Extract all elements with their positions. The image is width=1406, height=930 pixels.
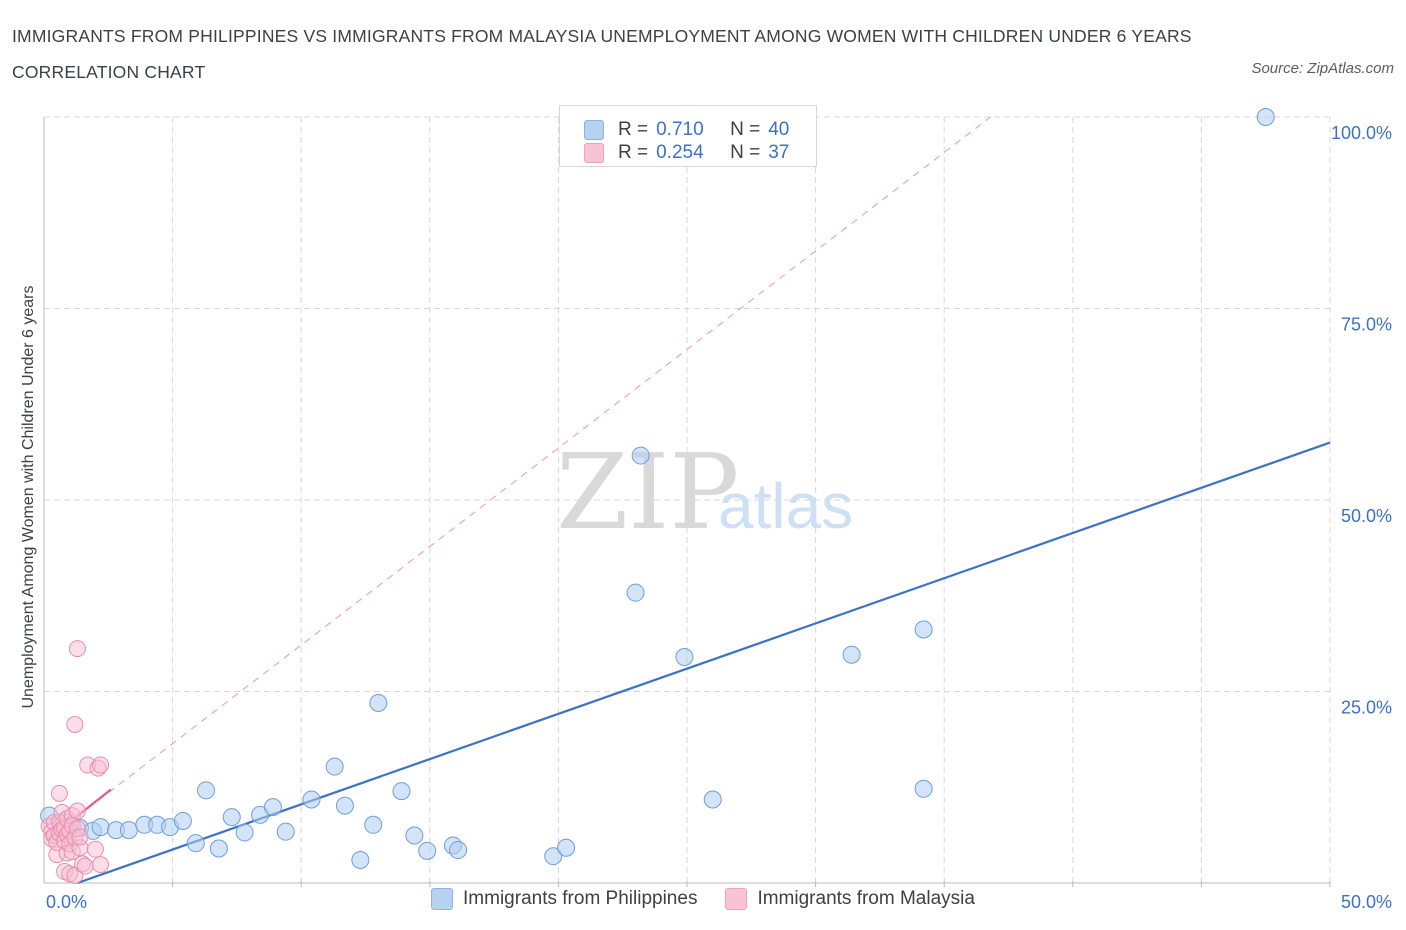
philippines-point bbox=[119, 821, 138, 840]
data-points bbox=[40, 108, 1275, 884]
philippines-point bbox=[369, 693, 388, 712]
philippines-point bbox=[418, 841, 437, 860]
philippines-point bbox=[631, 446, 650, 465]
x-tick-label: 0.0% bbox=[46, 892, 87, 912]
philippines-point bbox=[91, 818, 110, 837]
philippines-point bbox=[209, 839, 228, 858]
philippines-point bbox=[197, 781, 216, 800]
malaysia-point bbox=[71, 828, 89, 846]
philippines-swatch bbox=[584, 120, 604, 140]
stats-legend: R = 0.710 N = 40 R = 0.254 N = 37 bbox=[559, 105, 817, 167]
malaysia-swatch bbox=[584, 143, 604, 163]
malaysia-point bbox=[76, 857, 94, 875]
legend-label-philippines: Immigrants from Philippines bbox=[463, 888, 698, 909]
philippines-point bbox=[325, 757, 344, 776]
r-value-malaysia: 0.254 bbox=[656, 142, 704, 163]
chart-title: IMMIGRANTS FROM PHILIPPINES VS IMMIGRANT… bbox=[12, 26, 1192, 82]
philippines-point bbox=[173, 811, 192, 830]
y-tick-label: 25.0% bbox=[1341, 698, 1392, 718]
philippines-point bbox=[302, 790, 321, 809]
philippines-point bbox=[449, 841, 468, 860]
malaysia-point bbox=[86, 840, 104, 858]
y-tick-label: 50.0% bbox=[1341, 506, 1392, 526]
legend-item-philippines[interactable]: Immigrants from Philippines bbox=[431, 888, 697, 910]
n-label: N = bbox=[730, 142, 761, 163]
philippines-point bbox=[842, 645, 861, 664]
philippines-point bbox=[703, 790, 722, 809]
x-tick-label: 50.0% bbox=[1341, 892, 1392, 912]
philippines-point bbox=[675, 648, 694, 667]
philippines-point bbox=[263, 798, 282, 817]
axes bbox=[43, 117, 1331, 887]
n-label: N = bbox=[730, 119, 761, 140]
philippines-point bbox=[364, 815, 383, 834]
stats-row-malaysia: R = 0.254 N = 37 bbox=[584, 141, 789, 165]
malaysia-point bbox=[68, 640, 86, 658]
philippines-point bbox=[626, 583, 645, 602]
philippines-point bbox=[392, 782, 411, 801]
malaysia-point bbox=[92, 756, 110, 774]
y-tick-label: 100.0% bbox=[1331, 123, 1392, 143]
n-value-malaysia: 37 bbox=[768, 142, 790, 163]
legend-swatch-malaysia bbox=[725, 888, 748, 910]
r-label: R = bbox=[618, 119, 649, 140]
philippines-point bbox=[351, 851, 370, 870]
stats-row-philippines: R = 0.710 N = 40 bbox=[584, 118, 789, 142]
r-value-philippines: 0.710 bbox=[656, 119, 704, 140]
philippines-point bbox=[276, 822, 295, 841]
malaysia-point bbox=[68, 802, 86, 820]
malaysia-reference-line bbox=[46, 116, 991, 841]
watermark-atlas: atlas bbox=[718, 470, 853, 542]
tick-labels: 100.0% 75.0% 50.0% 25.0% 0.0% 50.0% bbox=[46, 123, 1392, 912]
philippines-point bbox=[235, 823, 254, 842]
philippines-point bbox=[557, 838, 576, 857]
philippines-point bbox=[914, 620, 933, 639]
n-value-philippines: 40 bbox=[768, 119, 790, 140]
philippines-trend-line bbox=[77, 441, 1331, 885]
philippines-point bbox=[186, 834, 205, 853]
y-tick-label: 75.0% bbox=[1341, 315, 1392, 335]
malaysia-point bbox=[92, 856, 110, 874]
malaysia-point bbox=[50, 784, 68, 802]
series-legend: Immigrants from Philippines Immigrants f… bbox=[0, 888, 1406, 910]
philippines-point bbox=[914, 779, 933, 798]
chart-source: Source: ZipAtlas.com bbox=[1251, 60, 1394, 77]
legend-label-malaysia: Immigrants from Malaysia bbox=[757, 888, 975, 909]
legend-item-malaysia[interactable]: Immigrants from Malaysia bbox=[725, 888, 975, 910]
malaysia-point bbox=[66, 715, 84, 733]
r-label: R = bbox=[618, 142, 649, 163]
legend-swatch-philippines bbox=[431, 888, 454, 910]
y-axis-label: Unemployment Among Women with Children U… bbox=[20, 285, 37, 709]
philippines-point bbox=[1256, 108, 1275, 126]
philippines-point bbox=[335, 796, 354, 815]
philippines-point bbox=[222, 808, 241, 827]
philippines-point bbox=[405, 826, 424, 845]
philippines-point bbox=[544, 847, 563, 866]
watermark-zip: ZIP bbox=[556, 431, 739, 553]
